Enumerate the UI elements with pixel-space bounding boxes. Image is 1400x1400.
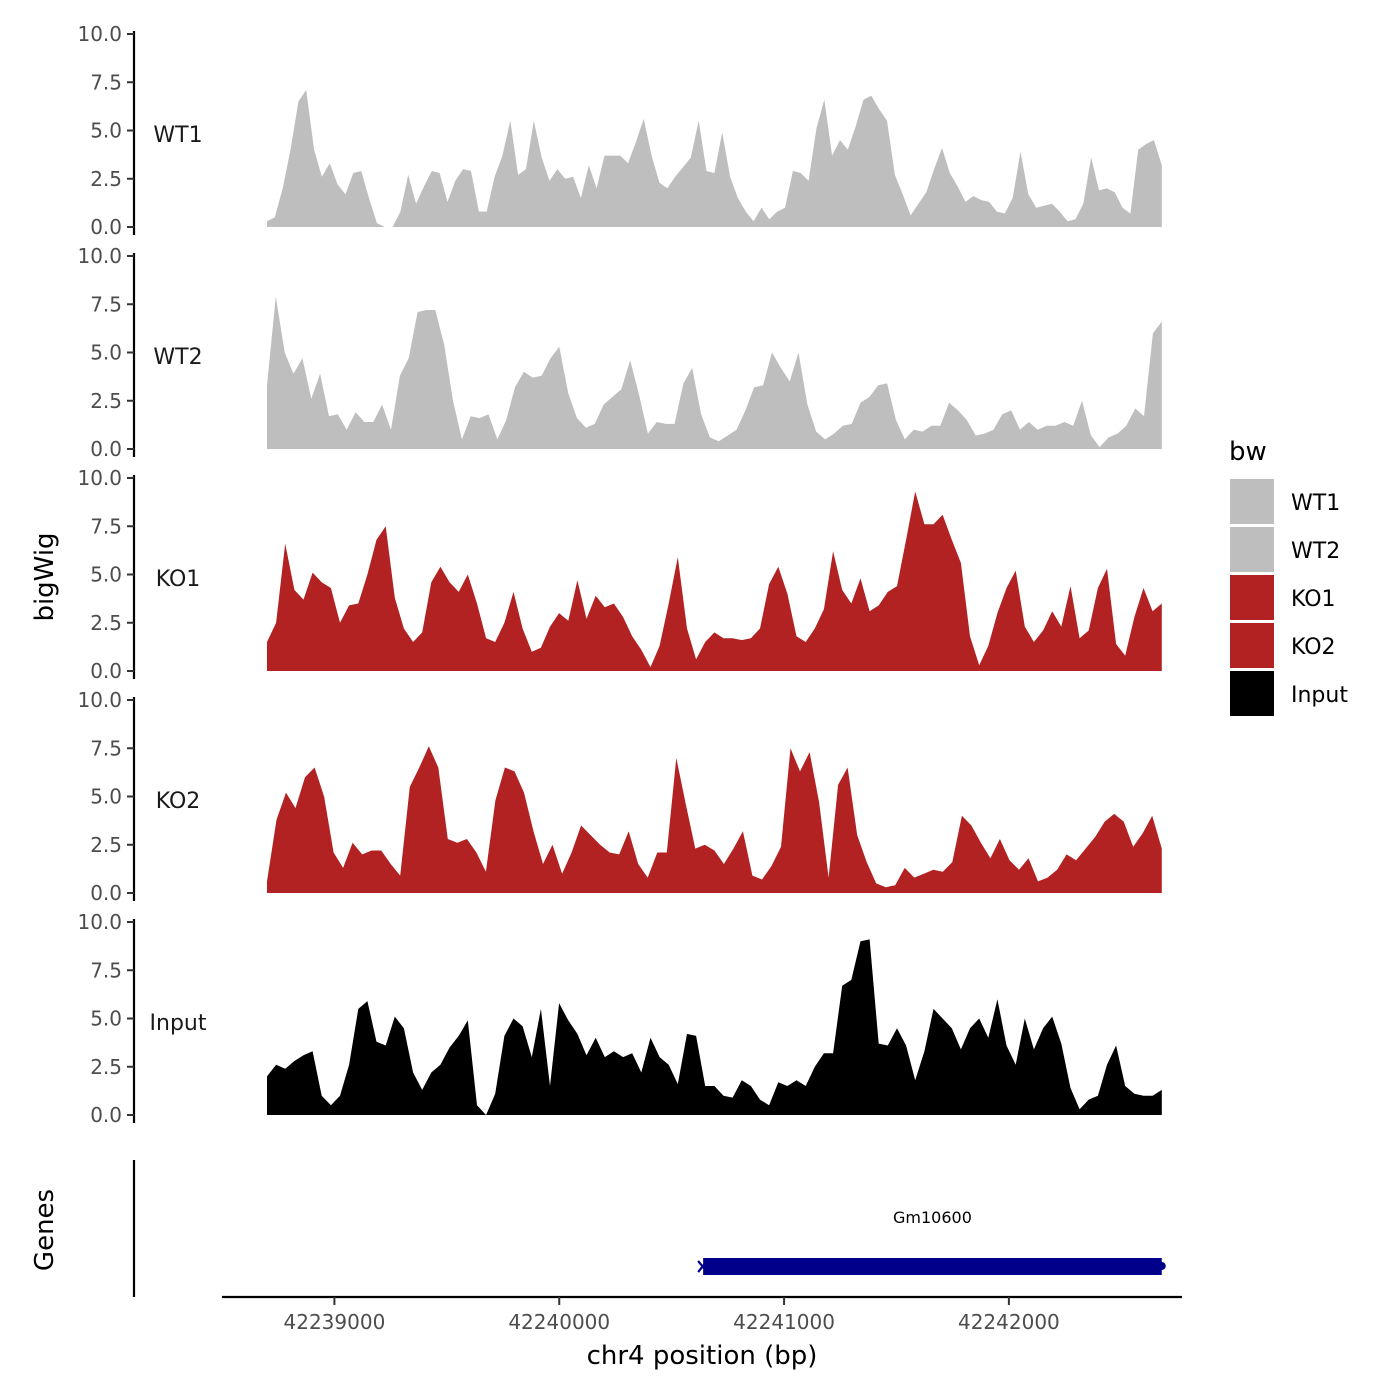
- genes-panel-title: Genes: [30, 1189, 60, 1271]
- y-tick-label: 5.0: [90, 563, 122, 587]
- y-tick-label: 5.0: [90, 1007, 122, 1031]
- track-label: KO1: [156, 567, 201, 592]
- y-tick-label: 2.5: [90, 611, 122, 635]
- gene-strand-marker: [697, 1260, 708, 1273]
- y-tick-label: 10.0: [77, 910, 122, 934]
- legend-label: WT1: [1291, 491, 1340, 516]
- signal-area-wt2: [267, 296, 1162, 449]
- gene-end-marker: [1157, 1262, 1166, 1270]
- track-wt1: 0.0 2.5 5.0 7.5 10.0 WT1: [77, 22, 1162, 239]
- y-tick-label: 7.5: [90, 958, 122, 982]
- track-ko1: 0.0 2.5 5.0 7.5 10.0 KO1: [77, 466, 1162, 683]
- y-tick-label: 2.5: [90, 167, 122, 191]
- legend-title: bw: [1229, 437, 1267, 467]
- legend-entry-ko2: KO2: [1230, 623, 1336, 668]
- y-tick-label: 0.0: [90, 1103, 122, 1127]
- signal-tracks: 0.02.55.07.510.0WT10.02.55.07.510.0WT20.…: [77, 22, 1162, 1127]
- y-tick-label: 0.0: [90, 881, 122, 905]
- legend-swatch: [1230, 527, 1274, 572]
- track-ko2: 0.0 2.5 5.0 7.5 10.0 KO2: [77, 688, 1162, 905]
- legend-entry-wt2: WT2: [1230, 527, 1340, 572]
- y-tick-label: 7.5: [90, 736, 122, 760]
- legend-swatch: [1230, 479, 1274, 524]
- legend-entry-input: Input: [1230, 671, 1348, 716]
- x-tick-label: 42241000: [733, 1310, 835, 1334]
- legend-swatch: [1230, 575, 1274, 620]
- y-tick-label: 10.0: [77, 466, 122, 490]
- gene-label: Gm10600: [893, 1208, 972, 1227]
- gene-panel: Gm10600: [132, 1160, 1166, 1297]
- y-tick-label: 5.0: [90, 119, 122, 143]
- legend-entry-ko1: KO1: [1230, 575, 1336, 620]
- gene-gm10600: Gm10600: [697, 1208, 1166, 1275]
- track-input: 0.0 2.5 5.0 7.5 10.0 Input: [77, 910, 1162, 1127]
- y-tick-label: 2.5: [90, 1055, 122, 1079]
- legend-swatch: [1230, 671, 1274, 716]
- legend-label: WT2: [1291, 539, 1340, 564]
- legend-swatch: [1230, 623, 1274, 668]
- legend-label: KO1: [1291, 587, 1336, 612]
- y-tick-label: 10.0: [77, 688, 122, 712]
- y-tick-label: 10.0: [77, 244, 122, 268]
- legend-label: Input: [1291, 683, 1348, 708]
- y-tick-label: 7.5: [90, 70, 122, 94]
- signal-area-ko2: [267, 746, 1162, 893]
- y-axis-title: bigWig: [30, 532, 60, 621]
- gene-body: [703, 1258, 1162, 1275]
- y-tick-label: 2.5: [90, 389, 122, 413]
- x-tick-label: 42239000: [284, 1310, 386, 1334]
- track-label: WT1: [153, 123, 202, 148]
- x-axis-title: chr4 position (bp): [587, 1341, 818, 1371]
- y-tick-label: 0.0: [90, 659, 122, 683]
- x-tick-label: 42240000: [508, 1310, 610, 1334]
- x-tick-label: 42242000: [958, 1310, 1060, 1334]
- legend-label: KO2: [1291, 635, 1336, 660]
- y-tick-label: 10.0: [77, 22, 122, 46]
- signal-area-input: [267, 939, 1162, 1115]
- legend: bw WT1 WT2 KO1 KO2 Input: [1229, 437, 1348, 716]
- track-label: WT2: [153, 345, 202, 370]
- signal-area-wt1: [267, 90, 1162, 227]
- track-label: Input: [150, 1011, 207, 1036]
- x-axis: 42239000 42240000 42241000 42242000: [222, 1295, 1182, 1334]
- y-tick-label: 5.0: [90, 341, 122, 365]
- legend-entry-wt1: WT1: [1230, 479, 1340, 524]
- y-tick-label: 7.5: [90, 514, 122, 538]
- y-tick-label: 7.5: [90, 292, 122, 316]
- track-wt2: 0.0 2.5 5.0 7.5 10.0 WT2: [77, 244, 1162, 461]
- y-tick-label: 0.0: [90, 437, 122, 461]
- signal-area-ko1: [267, 491, 1162, 671]
- y-tick-label: 5.0: [90, 785, 122, 809]
- track-label: KO2: [156, 789, 201, 814]
- y-tick-label: 2.5: [90, 833, 122, 857]
- y-tick-label: 0.0: [90, 215, 122, 239]
